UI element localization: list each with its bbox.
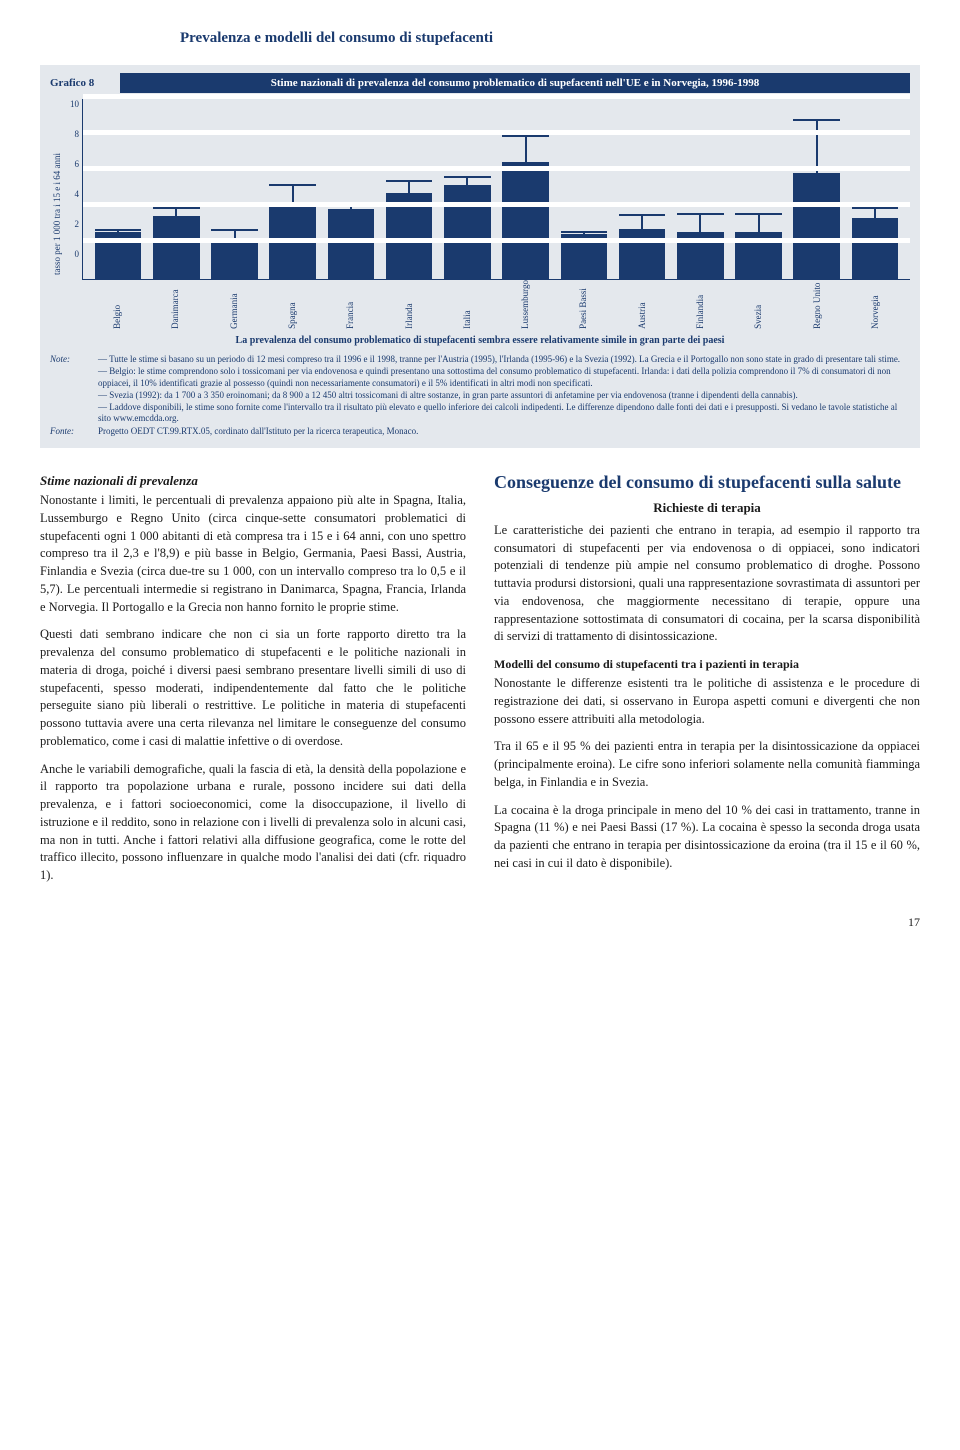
- bar-slot: [89, 99, 147, 279]
- bar-slot: [497, 99, 555, 279]
- x-label-slot: Danimarca: [146, 280, 204, 329]
- bar-slot: [322, 99, 380, 279]
- bar-slot: [555, 99, 613, 279]
- x-label: Francia: [345, 280, 355, 329]
- y-tick: 4: [64, 189, 79, 199]
- bar-slot: [380, 99, 438, 279]
- bar: [153, 216, 200, 279]
- bar-slot: [205, 99, 263, 279]
- y-tick: 0: [64, 249, 79, 259]
- error-bar: [502, 135, 549, 189]
- bar-slot: [147, 99, 205, 279]
- chart-subtitle: La prevalenza del consumo problematico d…: [50, 335, 910, 346]
- bar-slot: [846, 99, 904, 279]
- right-h1: Conseguenze del consumo di stupefacenti …: [494, 472, 920, 494]
- x-label-slot: Austria: [613, 280, 671, 329]
- bar-slot: [613, 99, 671, 279]
- chart-title: Stime nazionali di prevalenza del consum…: [120, 73, 910, 93]
- x-label: Finlandia: [695, 280, 705, 329]
- gridline: [83, 238, 910, 243]
- x-label-slot: Finlandia: [671, 280, 729, 329]
- error-bar: [95, 229, 142, 236]
- x-label: Regno Unito: [812, 280, 822, 329]
- x-label-slot: Lussemburgo: [496, 280, 554, 329]
- x-label: Danimarca: [170, 280, 180, 329]
- y-tick: 2: [64, 219, 79, 229]
- note-line: — Svezia (1992): da 1 700 a 3 350 eroino…: [98, 390, 910, 401]
- bar: [328, 209, 375, 279]
- y-axis-label: tasso per 1 000 tra i 15 e i 64 anni: [50, 99, 64, 329]
- x-label-slot: Regno Unito: [787, 280, 845, 329]
- x-label-slot: Norvegia: [846, 280, 904, 329]
- bar-slot: [729, 99, 787, 279]
- x-label-slot: Germania: [205, 280, 263, 329]
- fonte-label: Fonte:: [50, 426, 90, 437]
- note-label: Note:: [50, 354, 90, 365]
- y-tick: 6: [64, 159, 79, 169]
- error-bar: [386, 180, 433, 238]
- left-p3: Anche le variabili demografiche, quali l…: [40, 761, 466, 885]
- body-columns: Stime nazionali di prevalenza Nonostante…: [40, 472, 920, 895]
- x-label: Paesi Bassi: [578, 280, 588, 329]
- x-label-slot: Svezia: [729, 280, 787, 329]
- right-p2: Nonostante le differenze esistenti tra l…: [494, 675, 920, 728]
- gridline: [83, 94, 910, 99]
- y-tick: 8: [64, 129, 79, 139]
- chart-area: tasso per 1 000 tra i 15 e i 64 anni 10 8…: [50, 99, 910, 329]
- right-p4: La cocaina è la droga principale in meno…: [494, 802, 920, 873]
- notes-block: Note: — Tutte le stime si basano su un pe…: [50, 354, 910, 437]
- x-label-slot: Spagna: [263, 280, 321, 329]
- right-p3: Tra il 65 e il 95 % dei pazienti entra i…: [494, 738, 920, 791]
- y-ticks: 10 8 6 4 2 0: [64, 99, 82, 259]
- right-column: Conseguenze del consumo di stupefacenti …: [494, 472, 920, 895]
- x-label-slot: Italia: [438, 280, 496, 329]
- bar-slot: [264, 99, 322, 279]
- x-label: Germania: [229, 280, 239, 329]
- chart-block: Grafico 8 Stime nazionali di prevalenza …: [40, 65, 920, 448]
- fonte-line: Progetto OEDT CT.99.RTX.05, cordinato da…: [98, 426, 910, 437]
- bar-slot: [788, 99, 846, 279]
- bar: [444, 185, 491, 279]
- note-line: — Laddove disponibili, le stime sono for…: [98, 402, 910, 425]
- error-bar: [735, 213, 782, 253]
- x-label-slot: Irlanda: [379, 280, 437, 329]
- gridline: [83, 202, 910, 207]
- page-number: 17: [40, 915, 920, 930]
- right-p1: Le caratteristiche dei pazienti che entr…: [494, 522, 920, 646]
- left-h2: Stime nazionali di prevalenza: [40, 472, 466, 490]
- right-h3: Richieste di terapia: [494, 499, 920, 517]
- x-label: Irlanda: [404, 280, 414, 329]
- x-label: Italia: [462, 280, 472, 329]
- x-label: Svezia: [753, 280, 763, 329]
- x-label: Spagna: [287, 280, 297, 329]
- bar-slot: [671, 99, 729, 279]
- page-title: Prevalenza e modelli del consumo di stup…: [40, 30, 920, 47]
- left-p2: Questi dati sembrano indicare che non ci…: [40, 626, 466, 750]
- left-p1: Nonostante i limiti, le percentuali di p…: [40, 492, 466, 616]
- gridline: [83, 166, 910, 171]
- x-label-slot: Francia: [321, 280, 379, 329]
- x-label-slot: Belgio: [88, 280, 146, 329]
- x-label: Lussemburgo: [520, 280, 530, 329]
- x-label: Belgio: [112, 280, 122, 329]
- error-bar: [677, 213, 724, 253]
- x-label-slot: Paesi Bassi: [554, 280, 612, 329]
- left-column: Stime nazionali di prevalenza Nonostante…: [40, 472, 466, 895]
- error-bar: [852, 207, 899, 229]
- error-bar: [561, 231, 608, 236]
- y-tick: 10: [64, 99, 79, 109]
- error-bar: [153, 207, 200, 225]
- gridline: [83, 130, 910, 135]
- error-bar: [793, 119, 840, 238]
- grafico-label: Grafico 8: [50, 77, 120, 89]
- x-label: Norvegia: [870, 280, 880, 329]
- x-label: Austria: [637, 280, 647, 329]
- note-line: — Belgio: le stime comprendono solo i to…: [98, 366, 910, 389]
- note-line: — Tutte le stime si basano su un periodo…: [98, 354, 910, 365]
- right-h4: Modelli del consumo di stupefacenti tra …: [494, 656, 920, 673]
- plot-area: [82, 99, 910, 280]
- error-bar: [444, 176, 491, 194]
- chart-header: Grafico 8 Stime nazionali di prevalenza …: [50, 73, 910, 93]
- bar-slot: [438, 99, 496, 279]
